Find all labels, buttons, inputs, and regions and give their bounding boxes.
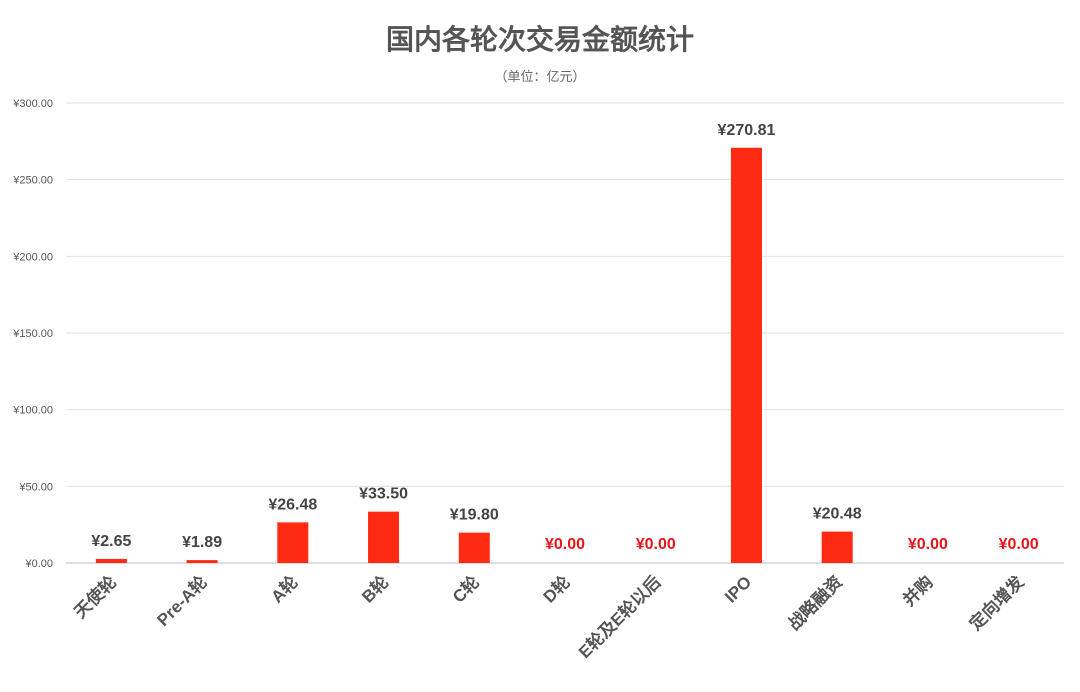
data-label: ¥33.50 — [359, 486, 408, 503]
data-label: ¥2.65 — [91, 533, 131, 550]
y-tick-label: ¥150.00 — [12, 328, 53, 340]
bar — [730, 147, 762, 563]
y-tick-label: ¥250.00 — [12, 175, 53, 187]
x-tick-label: A轮 — [267, 572, 302, 607]
x-tick-label: 定向增发 — [965, 571, 1028, 634]
bar — [277, 522, 309, 563]
bar — [95, 558, 127, 563]
x-tick-label: IPO — [721, 572, 755, 606]
x-tick-label: C轮 — [448, 572, 483, 607]
x-tick-label: D轮 — [539, 572, 574, 607]
y-tick-label: ¥300.00 — [12, 98, 53, 110]
data-label: ¥20.48 — [813, 506, 862, 523]
data-label: ¥0.00 — [545, 536, 585, 553]
data-label: ¥0.00 — [908, 536, 948, 553]
y-tick-label: ¥100.00 — [12, 405, 53, 417]
x-tick-label: 天使轮 — [70, 572, 120, 622]
chart-subtitle: （单位：亿元） — [494, 70, 586, 85]
chart-title: 国内各轮次交易金额统计 — [385, 23, 694, 56]
bar — [186, 560, 218, 563]
x-tick-label: 战略融资 — [784, 572, 846, 634]
y-tick-label: ¥200.00 — [12, 251, 53, 263]
y-tick-label: ¥50.00 — [18, 481, 53, 493]
data-label: ¥270.81 — [718, 122, 776, 139]
x-tick-label: E轮及E轮以后 — [574, 572, 664, 662]
y-tick-label: ¥0.00 — [24, 558, 53, 570]
bar — [368, 511, 400, 563]
data-label: ¥0.00 — [999, 536, 1039, 553]
data-label: ¥26.48 — [268, 496, 317, 513]
x-tick-label: Pre-A轮 — [153, 572, 211, 630]
bar — [821, 531, 853, 563]
data-label: ¥19.80 — [450, 507, 499, 524]
bar — [458, 532, 490, 563]
x-tick-label: 并购 — [899, 572, 937, 610]
data-label: ¥0.00 — [636, 536, 676, 553]
data-label: ¥1.89 — [182, 534, 222, 551]
x-tick-label: B轮 — [358, 572, 393, 607]
